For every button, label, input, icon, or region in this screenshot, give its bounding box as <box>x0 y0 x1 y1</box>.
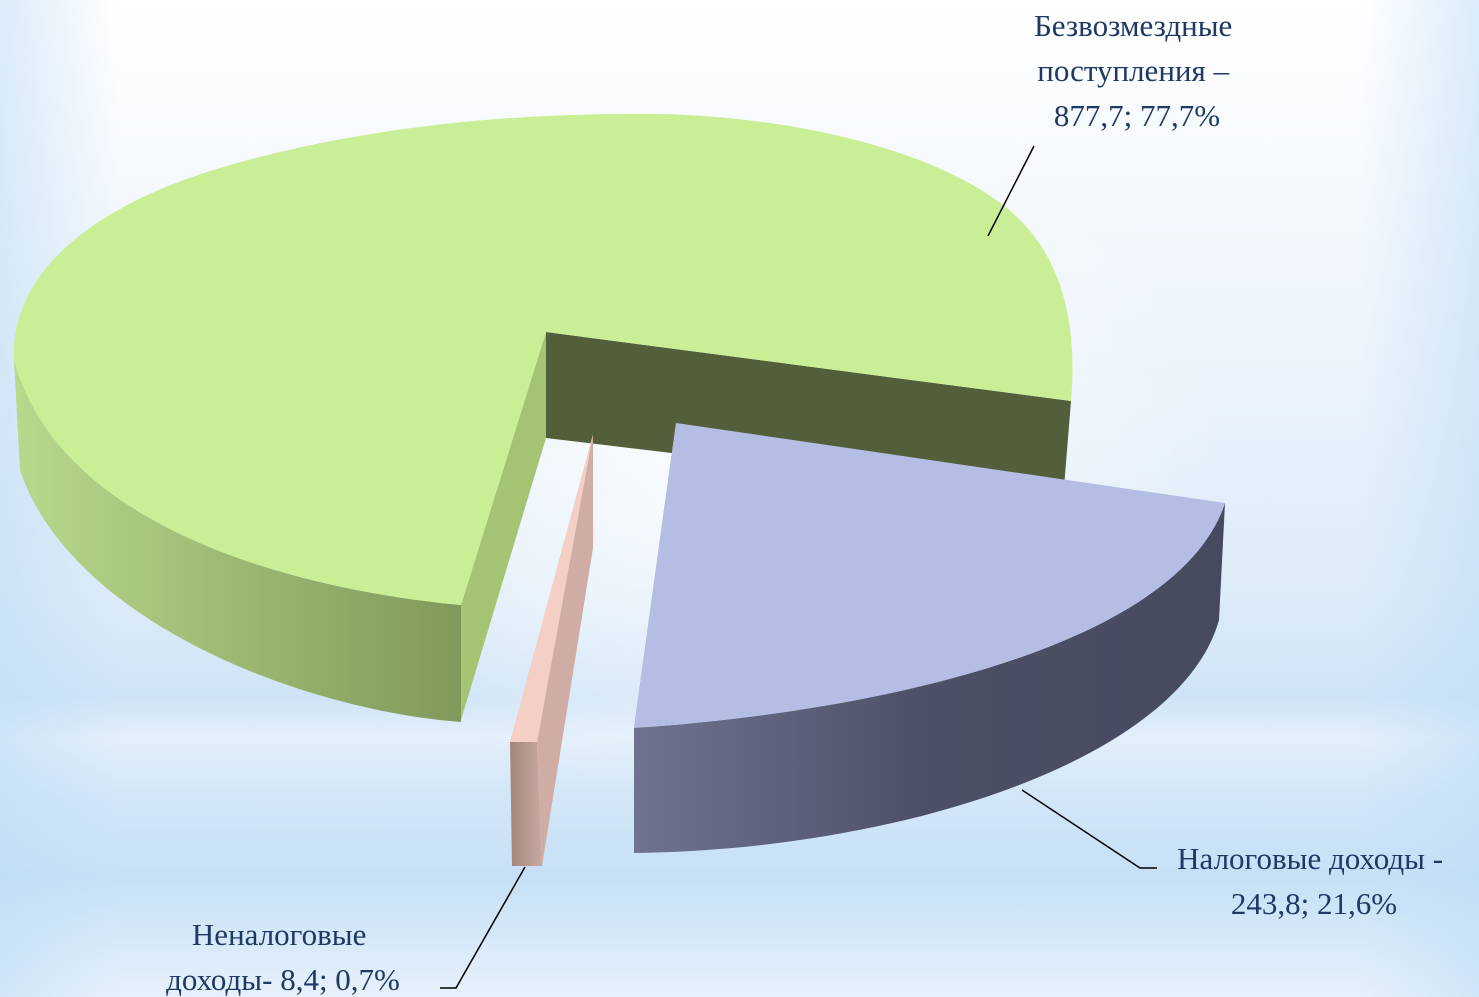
leader-line-nalogovye <box>1021 789 1157 869</box>
slice-bezvozmezdnye <box>13 113 1073 722</box>
label-nalogovye: Налоговые доходы - 243,8; 21,6% <box>1177 841 1451 921</box>
slice-bezvozmezdnye-top <box>13 113 1073 605</box>
label-bezvozmezdnye-line-2: поступления – <box>1037 53 1229 88</box>
slice-bezvozmezdnye-inner-face <box>546 332 1071 500</box>
label-nenalogovye: Неналоговые доходы- 8,4; 0,7% <box>166 917 400 997</box>
slice-nalogovye-side <box>634 503 1225 853</box>
label-nenalogovye-line-2: доходы- 8,4; 0,7% <box>166 962 400 997</box>
slice-nalogovye-top <box>634 423 1225 728</box>
slice-nenalogovye-top <box>510 434 593 742</box>
slice-nenalogovye-side <box>510 742 542 866</box>
slice-nenalogovye <box>510 434 593 866</box>
slice-bezvozmezdnye-side <box>14 360 461 722</box>
label-bezvozmezdnye-line-3: 877,7; 77,7% <box>1054 98 1220 133</box>
label-nalogovye-line-1: Налоговые доходы - <box>1177 841 1443 876</box>
label-bezvozmezdnye: Безвозмездные поступления – 877,7; 77,7% <box>1034 8 1240 133</box>
label-nalogovye-line-2: 243,8; 21,6% <box>1231 886 1397 921</box>
label-bezvozmezdnye-line-1: Безвозмездные <box>1034 8 1232 43</box>
label-nenalogovye-line-1: Неналоговые <box>192 917 366 952</box>
leader-line-nenalogovye <box>440 866 526 989</box>
slice-nalogovye <box>634 423 1225 853</box>
leader-line-bezvozmezdnye <box>987 145 1035 237</box>
slice-bezvozmezdnye-inner-face-2 <box>461 332 546 720</box>
slice-nenalogovye-inner-face <box>537 434 593 866</box>
